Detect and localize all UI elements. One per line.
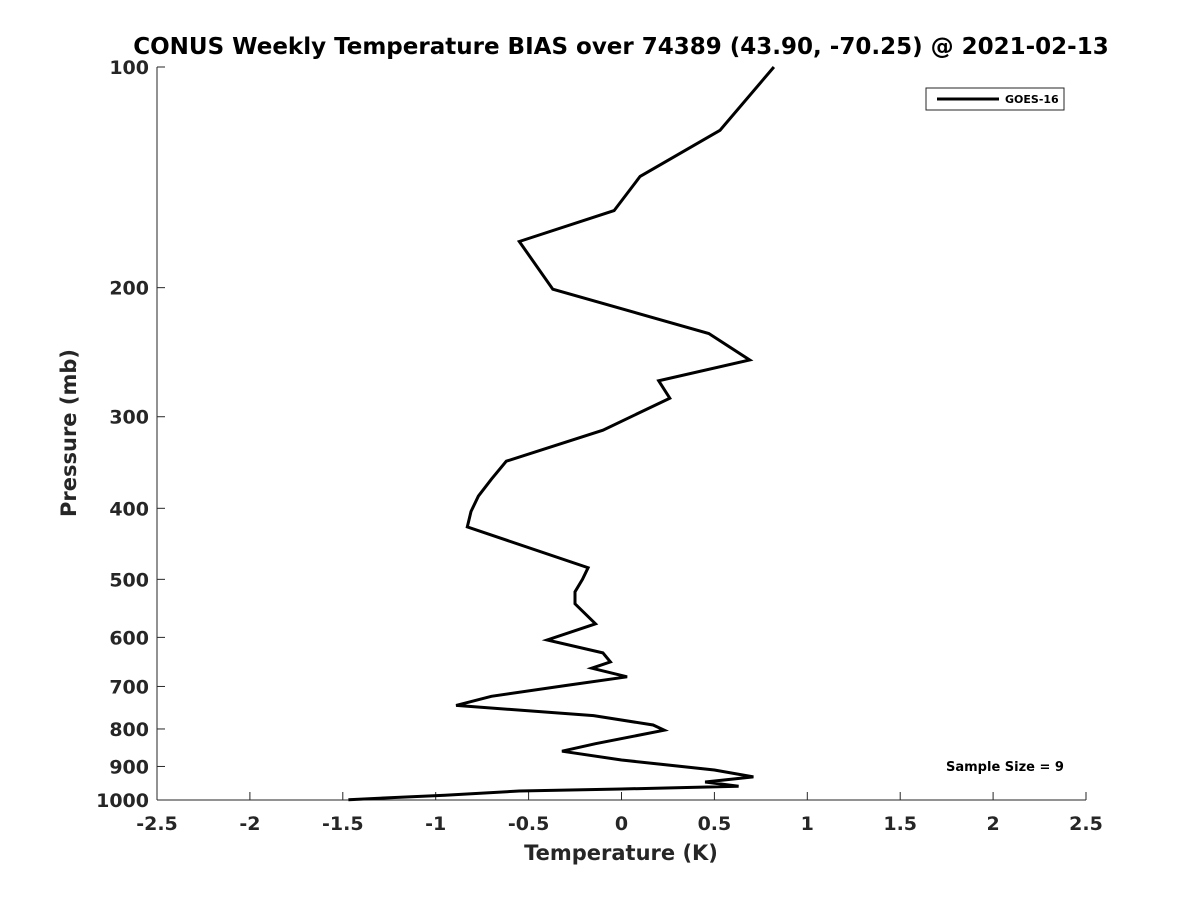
y-tick-label-1000: 1000: [96, 790, 149, 812]
y-ticks: 100 200 300 400 500 600 700 800 900 1000: [96, 57, 165, 812]
x-tick-label-0p5: 0.5: [698, 813, 732, 835]
x-tick-label-1p5: 1.5: [883, 813, 917, 835]
y-tick-label-700: 700: [109, 676, 149, 698]
x-tick-label-1: 1: [801, 813, 814, 835]
y-tick-label-500: 500: [109, 569, 149, 591]
x-tick-label-m0p5: -0.5: [508, 813, 550, 835]
y-tick-label-100: 100: [109, 57, 149, 79]
plot-area: [156, 67, 1086, 801]
y-axis-label: Pressure (mb): [57, 349, 81, 517]
series-layer: [348, 66, 776, 802]
x-tick-label-2: 2: [986, 813, 999, 835]
x-tick-label-2p5: 2.5: [1069, 813, 1103, 835]
y-tick-label-200: 200: [109, 278, 149, 300]
x-ticks: -2.5 -2 -1.5 -1 -0.5 0 0.5 1 1.5 2 2.5: [136, 792, 1103, 835]
y-tick-label-600: 600: [109, 627, 149, 649]
sample-size-annotation: Sample Size = 9: [946, 760, 1064, 775]
x-tick-label-m1p5: -1.5: [322, 813, 364, 835]
series-line-goes-16: [348, 66, 776, 802]
chart-title: CONUS Weekly Temperature BIAS over 74389…: [133, 34, 1108, 60]
y-tick-label-300: 300: [109, 407, 149, 429]
legend: GOES-16: [925, 87, 1065, 111]
x-axis-label: Temperature (K): [524, 841, 718, 865]
legend-label-goes-16: GOES-16: [1005, 93, 1059, 106]
x-tick-label-m2p5: -2.5: [136, 813, 178, 835]
y-tick-label-900: 900: [109, 756, 149, 778]
x-tick-label-m2: -2: [239, 813, 260, 835]
y-tick-label-400: 400: [109, 498, 149, 520]
x-tick-label-m1: -1: [425, 813, 446, 835]
y-tick-label-800: 800: [109, 719, 149, 741]
x-tick-label-0: 0: [615, 813, 628, 835]
